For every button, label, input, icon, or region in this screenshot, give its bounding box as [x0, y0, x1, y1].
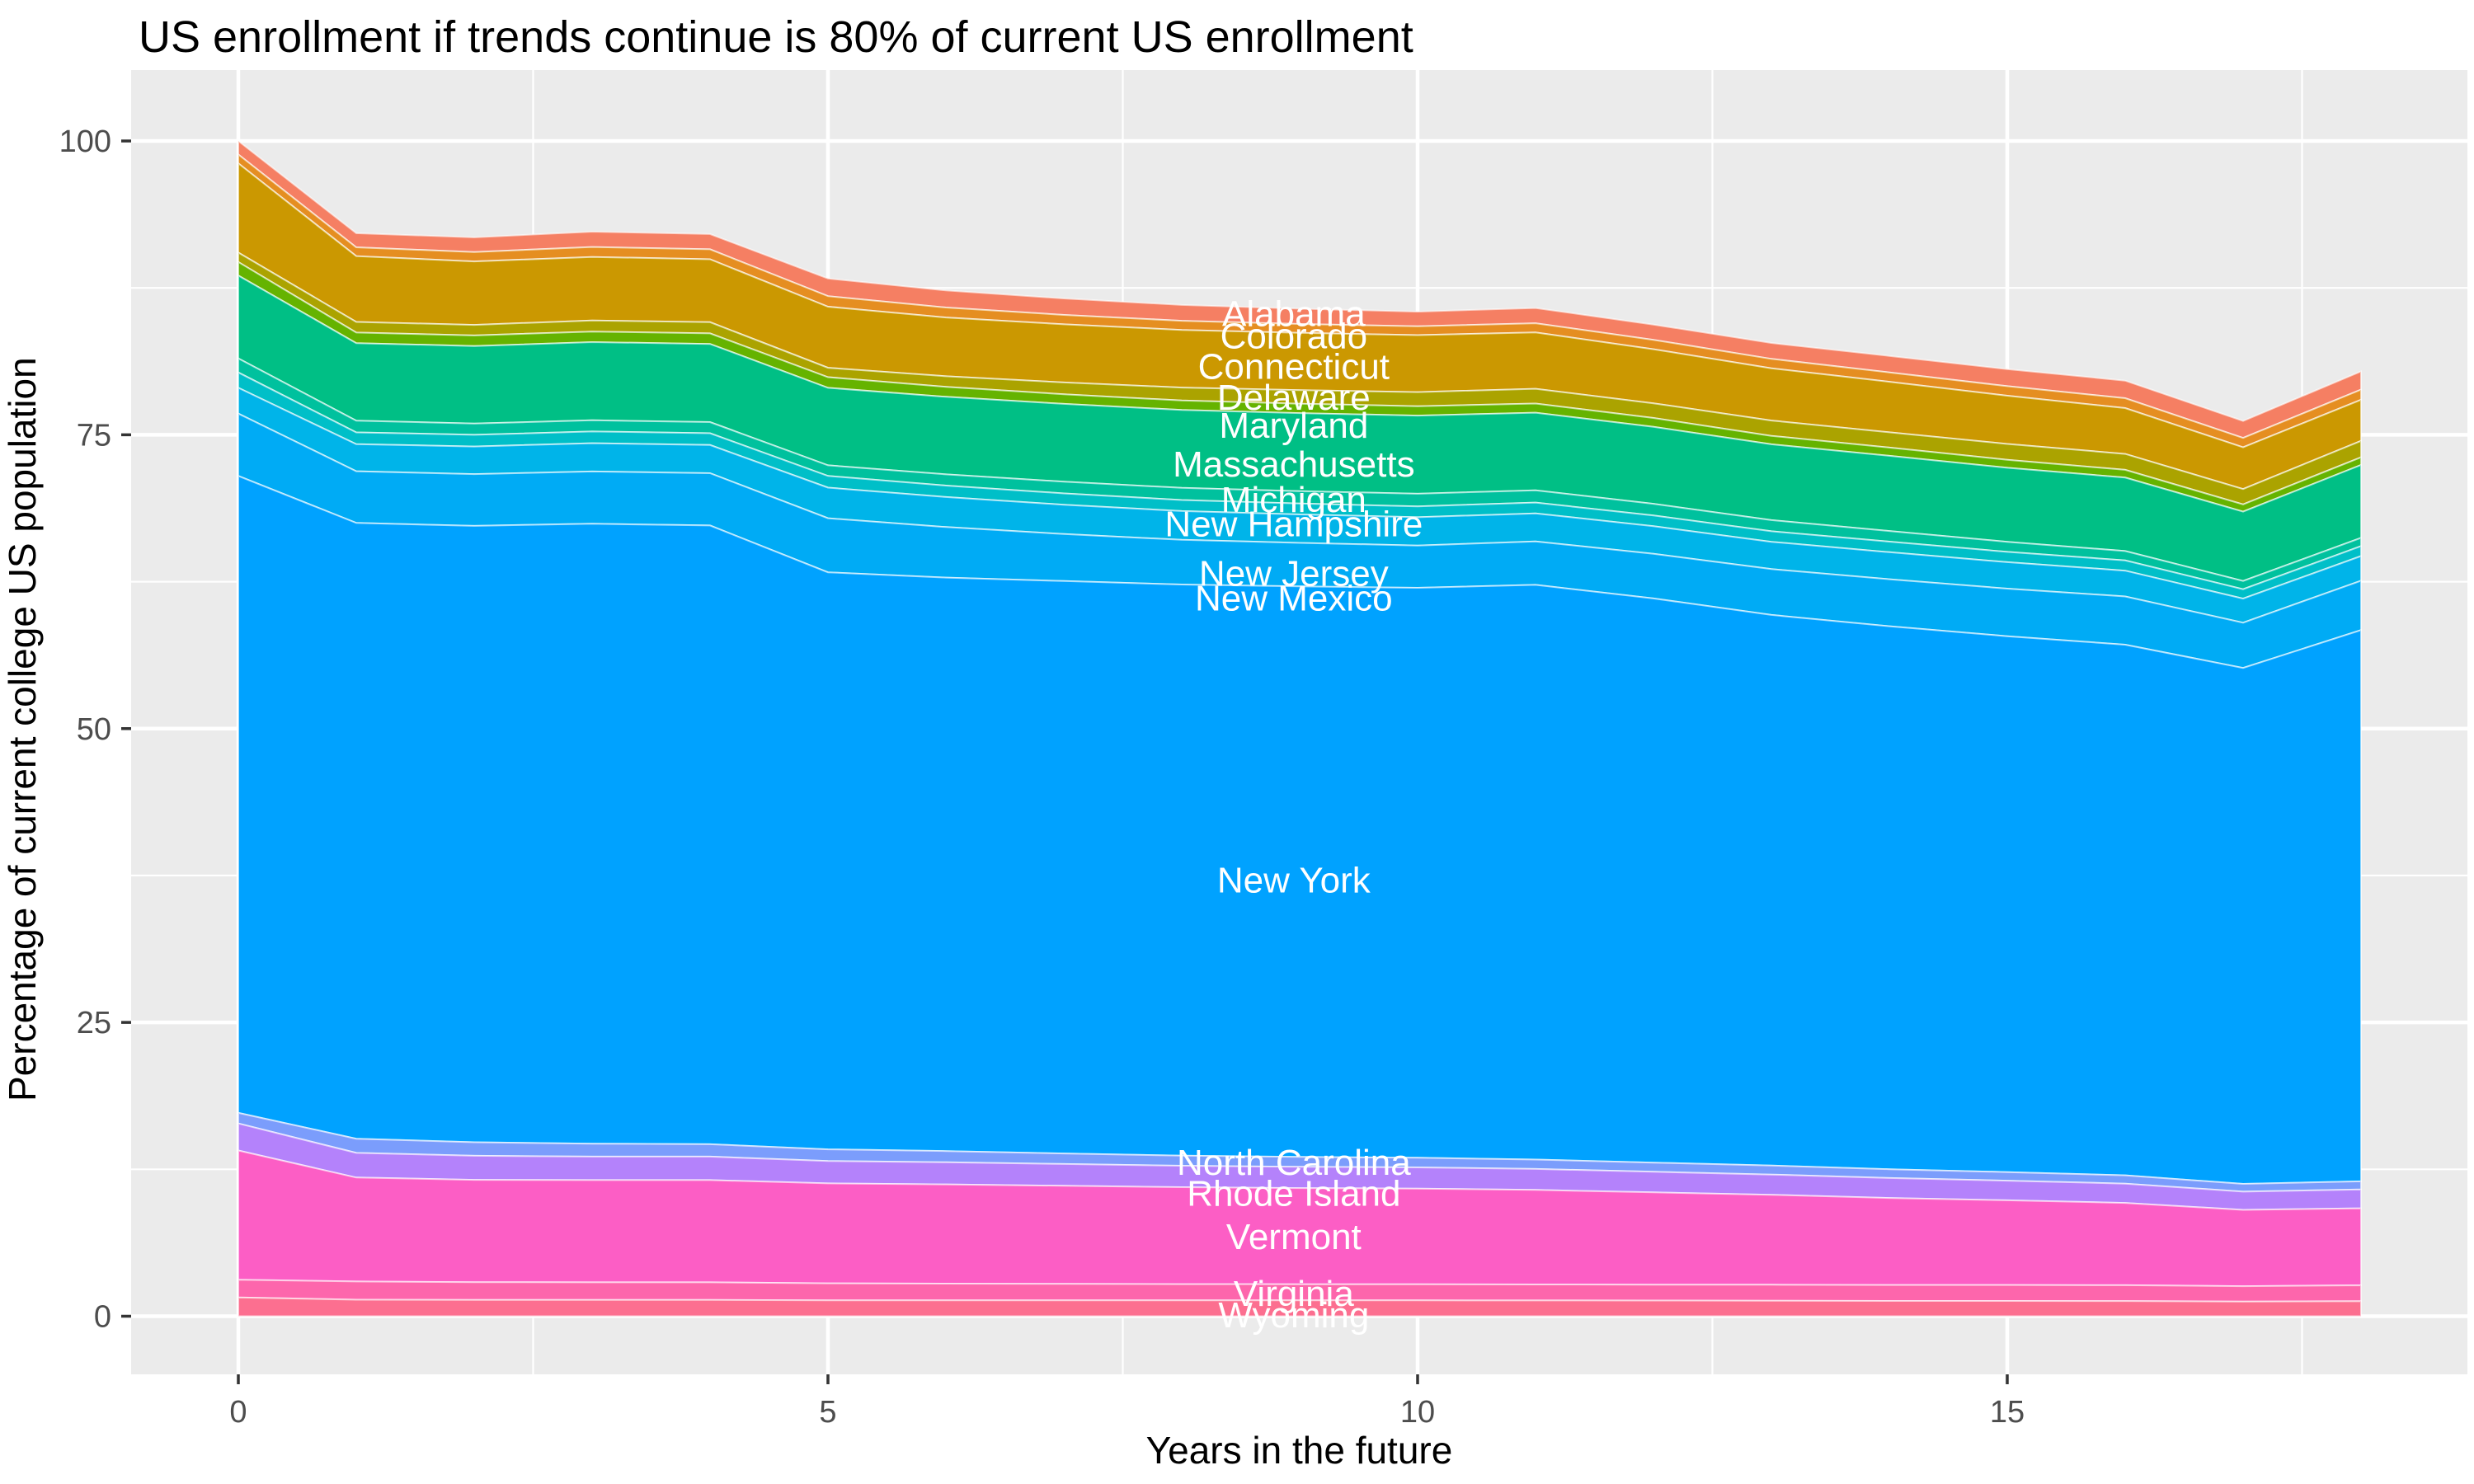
x-tick-label: 10	[1400, 1395, 1435, 1430]
area-label-michigan: Michigan	[1221, 480, 1366, 520]
area-label-rhode-island: Rhode Island	[1187, 1174, 1400, 1214]
y-axis-title: Percentage of current college US populat…	[1, 357, 44, 1101]
area-label-wyoming: Wyoming	[1218, 1295, 1369, 1336]
area-label-colorado: Colorado	[1221, 317, 1368, 357]
area-label-new-hampshire: New Hampshire	[1164, 505, 1423, 545]
y-tick-label: 50	[77, 712, 111, 747]
area-label-vermont: Vermont	[1226, 1217, 1362, 1257]
y-tick-label: 100	[59, 124, 111, 159]
area-label-new-jersey: New Jersey	[1199, 554, 1389, 594]
area-label-connecticut: Connecticut	[1198, 347, 1390, 387]
x-tick-label: 15	[1990, 1395, 2025, 1430]
area-wyoming	[238, 1296, 2362, 1317]
y-tick-label: 75	[77, 418, 111, 453]
area-label-alabama: Alabama	[1222, 294, 1366, 335]
x-tick-label: 0	[229, 1395, 247, 1430]
area-label-massachusetts: Massachusetts	[1173, 444, 1414, 485]
area-label-new-mexico: New Mexico	[1195, 579, 1393, 619]
area-label-new-york: New York	[1217, 861, 1371, 901]
chart-title: US enrollment if trends continue is 80% …	[139, 12, 1413, 62]
y-tick-label: 25	[77, 1006, 111, 1040]
x-tick-label: 5	[819, 1395, 836, 1430]
area-label-virginia: Virginia	[1234, 1274, 1354, 1314]
area-label-delaware: Delaware	[1217, 378, 1371, 418]
area-label-north-carolina: North Carolina	[1177, 1143, 1411, 1183]
area-label-maryland: Maryland	[1219, 406, 1368, 446]
y-tick-label: 0	[94, 1300, 111, 1335]
x-axis-title: Years in the future	[1145, 1429, 1453, 1472]
